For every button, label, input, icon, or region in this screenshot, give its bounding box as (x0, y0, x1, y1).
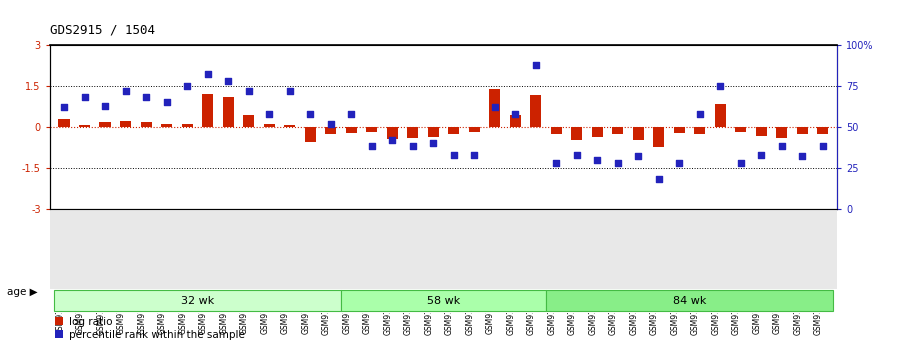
Point (57, 105, 71, 110)
Point (467, 152, 481, 157)
Bar (489, 89, 500, 127)
Bar (550, 127, 562, 135)
Bar (673, 127, 685, 133)
Bar (735, 127, 747, 132)
Bar (386, 127, 398, 139)
Bar (427, 127, 439, 137)
Text: 32 wk: 32 wk (181, 296, 214, 306)
Point (282, 88, 297, 93)
Point (590, 157, 605, 162)
Bar (776, 127, 787, 138)
Point (242, 88, 256, 93)
Point (713, 83, 728, 89)
Bar (263, 124, 275, 127)
Point (734, 160, 748, 166)
Point (549, 160, 564, 166)
Point (488, 105, 502, 110)
Point (529, 62, 543, 67)
Point (159, 99, 174, 105)
Point (692, 111, 707, 117)
Bar (694, 127, 705, 135)
Bar (407, 127, 418, 138)
Bar (346, 127, 357, 133)
Text: 84 wk: 84 wk (672, 296, 706, 306)
Bar (161, 124, 172, 127)
Point (78, 95, 92, 100)
Point (446, 152, 461, 157)
Point (344, 111, 358, 117)
Bar (79, 125, 91, 127)
Point (323, 121, 338, 126)
FancyBboxPatch shape (341, 290, 546, 312)
Bar (530, 96, 541, 127)
Point (180, 83, 195, 89)
Bar (100, 122, 110, 127)
Point (569, 152, 584, 157)
Legend: log ratio, percentile rank within the sample: log ratio, percentile rank within the sa… (55, 316, 244, 340)
Point (303, 111, 318, 117)
Bar (715, 104, 726, 127)
Point (795, 154, 809, 159)
Bar (571, 127, 582, 140)
Bar (59, 119, 70, 127)
Text: age ▶: age ▶ (7, 287, 38, 296)
Point (611, 160, 625, 166)
Bar (243, 115, 254, 127)
Point (672, 160, 687, 166)
Point (405, 144, 420, 149)
Text: GDS2915 / 1504: GDS2915 / 1504 (50, 23, 155, 36)
Bar (448, 127, 460, 135)
Point (775, 144, 789, 149)
Point (426, 140, 441, 146)
Point (631, 154, 645, 159)
Bar (469, 127, 480, 132)
Bar (510, 115, 521, 127)
Bar (202, 94, 214, 127)
Point (652, 177, 666, 182)
Point (119, 88, 133, 93)
Point (221, 78, 235, 84)
Point (815, 144, 830, 149)
Bar (612, 127, 624, 135)
Bar (223, 97, 233, 127)
Point (98, 103, 112, 108)
FancyBboxPatch shape (546, 290, 833, 312)
Bar (182, 124, 193, 127)
Text: 58 wk: 58 wk (427, 296, 460, 306)
Point (365, 144, 379, 149)
Bar (140, 122, 152, 127)
Bar (633, 127, 643, 140)
Point (200, 72, 214, 77)
Bar (120, 121, 131, 127)
Bar (592, 127, 603, 137)
Point (138, 95, 153, 100)
Bar (366, 127, 377, 132)
Bar (817, 127, 828, 135)
Point (385, 137, 399, 143)
Bar (325, 127, 337, 135)
Bar (305, 127, 316, 142)
Point (754, 152, 768, 157)
Bar (756, 127, 767, 136)
Point (262, 111, 276, 117)
Bar (796, 127, 808, 135)
FancyBboxPatch shape (54, 290, 341, 312)
Point (508, 111, 522, 117)
Bar (284, 125, 295, 127)
Bar (653, 127, 664, 147)
